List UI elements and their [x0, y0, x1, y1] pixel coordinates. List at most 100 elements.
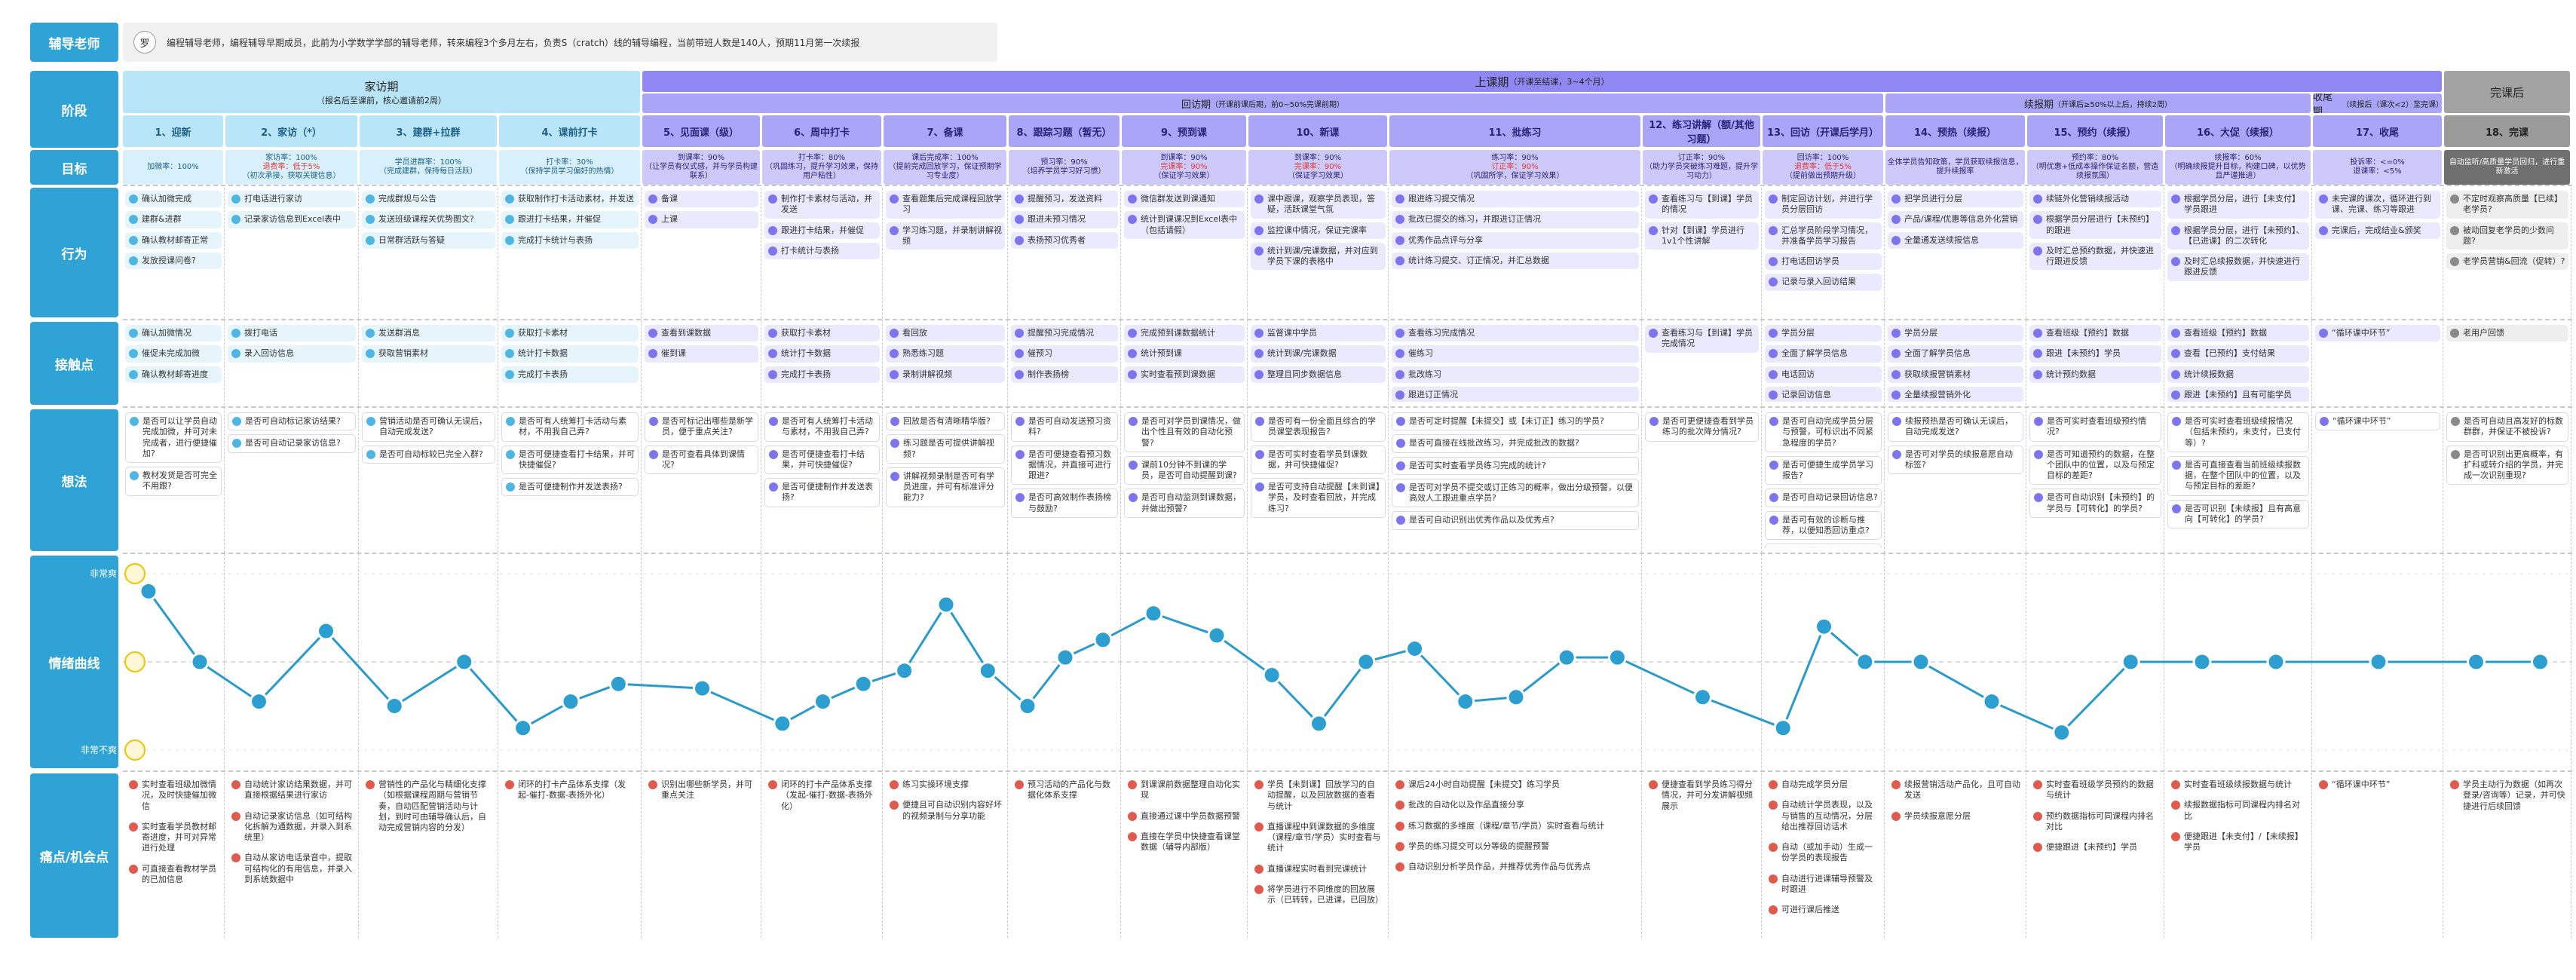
touchpoints-text: 催促未完成加微 [142, 348, 200, 359]
behaviors-item: 根据学员分层，进行【未支付】学员跟进 [2167, 191, 2309, 219]
thoughts-text: 是否可便捷查看打卡结果，并可快捷催促? [782, 449, 865, 470]
touchpoints-text: 整理且同步数据信息 [1267, 369, 1342, 379]
thoughts-cell: 是否可自动完成学员分层与预警，可标识出不同紧急程度的学员? 是否可便捷生成学员学习… [1765, 412, 1882, 548]
badge [1769, 225, 1778, 235]
badge [231, 780, 240, 789]
goal-text: （初次承接，获取关键信息） [242, 172, 341, 180]
emotion-point [2531, 652, 2550, 672]
badge [1891, 811, 1901, 821]
behaviors-item: 根据学员分层，进行【未预约】、【已进课】的二次转化 [2167, 222, 2309, 250]
pains-item: 练习数据的多维度（课程/章节/学员）实时查看与统计 [1392, 818, 1639, 835]
emotion-face [124, 740, 145, 761]
step-name: 2、家访（*） [261, 127, 322, 139]
touchpoints-text: 跟进【未预约】且有可能学员 [2184, 389, 2292, 400]
emotion-point [2192, 652, 2212, 672]
goal-cell: 加微率：100% [123, 150, 223, 185]
badge [2172, 417, 2181, 426]
badge [506, 482, 515, 492]
goal-text: 回访率：100% [1796, 154, 1849, 162]
behaviors-item: 监控课中情况，保证完课率 [1251, 222, 1386, 239]
goal-text: 自动监听/高质量学员回归，进行重新激活 [2449, 158, 2565, 176]
badge [232, 417, 241, 426]
badge [1128, 215, 1137, 225]
badge [1129, 460, 1138, 470]
badge [1891, 390, 1901, 400]
touchpoints-item: 制作表扬榜 [1011, 366, 1118, 383]
pains-text: 自动识别分析学员作品，并推荐优秀作品与优秀点 [1408, 862, 1591, 872]
badge [1254, 822, 1263, 831]
emotion-point [190, 652, 210, 672]
behaviors-text: 及时汇总续报数据，并快速进行跟进反馈 [2184, 256, 2300, 277]
thoughts-item: 是否可以让学员自动完成加微，并可对未完成者，进行便捷催加? [125, 412, 222, 464]
behaviors-text: 批改已提交的练习，并跟进订正情况 [1408, 214, 1541, 225]
pains-text: 实时查看班级续报数据与统计 [2184, 779, 2292, 789]
emotion-point [773, 714, 792, 733]
thoughts-text: 是否可识别出更高概率，有扩科或转介绍的学员，并完成一次识别重现? [2464, 449, 2563, 481]
touchpoints-item: 录入回访信息 [228, 345, 356, 363]
badge [2033, 780, 2042, 789]
goal-cell: 预习率：90% （培养学员学习好习惯） [1009, 150, 1120, 185]
pains-text: 学员续报意愿分层 [1904, 810, 1971, 821]
behaviors-text: 全量通发送续报信息 [1904, 234, 1979, 245]
goal-text: （保持学员学习偏好的热情） [520, 167, 619, 176]
badge [1254, 864, 1263, 874]
emotion-point [1855, 652, 1875, 672]
pains-item: 预习活动的产品化与数据化体系支撑 [1011, 776, 1118, 804]
badge [129, 215, 138, 225]
emotion-point [561, 692, 580, 712]
thoughts-item: 是否可便捷查看打卡结果，并可快捷催促? [501, 445, 639, 475]
behaviors-item: 统计到课课况到Excel表中（包括请假） [1124, 211, 1245, 239]
badge [2034, 449, 2043, 459]
thoughts-item: 是否可实时查看学员到课数据，并可快捷催促? [1251, 445, 1386, 475]
touchpoints-item: 催预习 [1011, 345, 1118, 363]
thoughts-item: 是否可定时提醒【未提交】或【未订正】练习的学员? [1392, 412, 1639, 431]
behaviors-item: 制定回访计划，并进行学员分层回访 [1765, 191, 1882, 219]
touchpoints-text: 统计预约数据 [2046, 369, 2096, 379]
behaviors-cell: 获取制作打卡活动素材，并发送 跟进打卡结果，并催促 完成打卡统计与表扬 [501, 191, 639, 314]
step-header: 11、批练习 [1389, 115, 1640, 147]
touchpoints-item: 完成打卡表扬 [764, 366, 880, 383]
touchpoints-item: 获取打卡素材 [501, 325, 639, 342]
badge [1891, 369, 1901, 379]
thoughts-text: 是否可对学员到课情况，做出个性且有效的自动化预警? [1141, 416, 1241, 448]
row-separator [123, 406, 2572, 408]
thoughts-item: 是否可有人统筹打卡活动与素材，不用我自己弄? [764, 412, 880, 442]
thoughts-item: 是否可标记出哪些是新学员，便于重点关注? [645, 412, 758, 442]
badge [1015, 369, 1024, 379]
pain-label: 痛点/机会点 [30, 773, 118, 938]
goal-cell: 全体学员告知政策，学员获取续报信息，提升续报率 [1885, 150, 2025, 185]
emotion-point [1405, 639, 1425, 658]
touchpoints-item: 统计续报数据 [2167, 366, 2309, 383]
subphase-note: （续报后（课次<2）至完课） [2342, 100, 2442, 109]
thoughts-item: 讲解视频录制是否可有学员进度，并可有标准评分能力? [886, 467, 1005, 507]
badge [2034, 493, 2043, 503]
behaviors-cell: 根据学员分层，进行【未支付】学员跟进 根据学员分层，进行【未预约】、【已进课】的二… [2167, 191, 2309, 314]
badge [1891, 329, 1901, 338]
touchpoints-item: 获取打卡素材 [764, 325, 880, 342]
badge [649, 417, 658, 426]
thoughts-item: 是否可自动发送预习资料? [1011, 412, 1118, 442]
behaviors-item: 表扬预习优秀者 [1011, 231, 1118, 249]
behaviors-text: 打电话回访学员 [1781, 256, 1839, 267]
badge [129, 864, 138, 874]
phase-note: （报名后至课前，核心邀请前2周） [317, 95, 446, 106]
badge [768, 329, 777, 338]
touchpoints-item: 全面了解学员信息 [1888, 345, 2023, 363]
badge [2172, 504, 2181, 513]
stage-label-text: 阶段 [61, 103, 87, 119]
touchpoints-item: 看回放 [886, 325, 1005, 342]
badge [1395, 349, 1404, 359]
pains-text: 自动（或加手动）生成一份学员的表现报告 [1781, 842, 1873, 863]
badge [505, 215, 514, 225]
goal-text: （培养学员学习好习惯） [1022, 167, 1106, 176]
emotion-point [1773, 718, 1793, 738]
emotion-point [1356, 652, 1376, 672]
thoughts-item: 是否可实时查看班级续报情况（包括未预约，未支付，已支付等）? [2167, 412, 2309, 452]
thoughts-text: 是否可有人统筹打卡活动与素材，不用我自己弄? [782, 416, 873, 437]
goal-cell: 课后完成率：100% （提前完成回放学习，保证预期学习专业度） [884, 150, 1006, 185]
badge [505, 235, 514, 245]
badge [231, 853, 240, 863]
behaviors-item: 完课后，完成结业&颁奖 [2315, 222, 2440, 239]
behaviors-text: 记录家访信息到Excel表中 [244, 214, 342, 225]
behaviors-text: 发放授课问卷? [142, 255, 196, 265]
